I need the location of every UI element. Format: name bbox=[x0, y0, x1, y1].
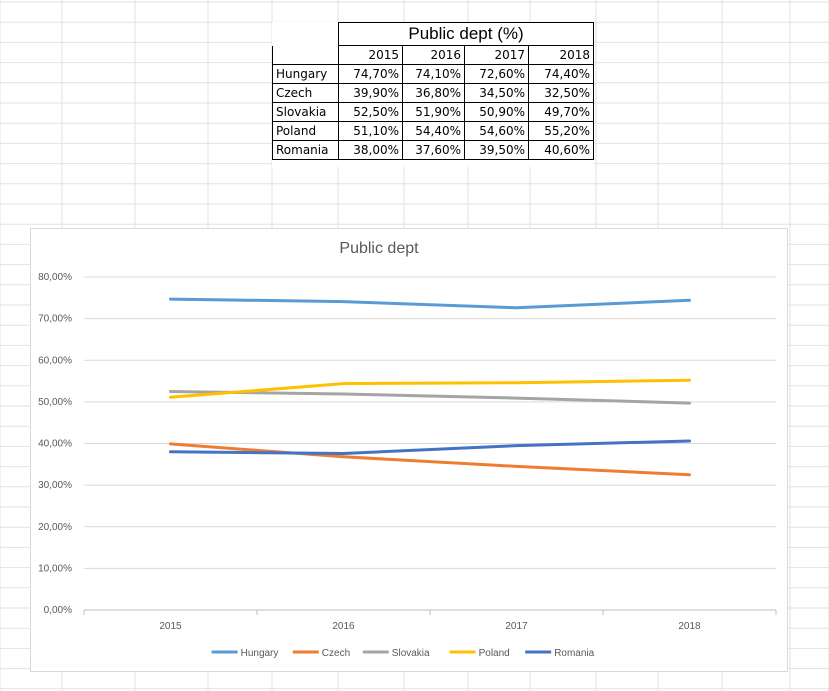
table-row: Poland 51,10% 54,40% 54,60% 55,20% bbox=[272, 121, 595, 141]
cell-value: 51,10% bbox=[338, 121, 403, 141]
cell-value: 32,50% bbox=[527, 83, 595, 103]
cell-value: 34,50% bbox=[464, 83, 529, 103]
row-label: Poland bbox=[272, 121, 339, 141]
row-label: Slovakia bbox=[272, 102, 339, 122]
cell-value: 74,40% bbox=[527, 64, 595, 84]
x-tick-label: 2017 bbox=[505, 621, 528, 632]
cell-value: 38,00% bbox=[338, 140, 403, 160]
legend-label[interactable]: Romania bbox=[554, 648, 594, 659]
table-header-year: 2015 bbox=[338, 45, 403, 65]
x-tick-label: 2015 bbox=[159, 621, 182, 632]
row-label: Hungary bbox=[272, 64, 339, 84]
y-tick-label: 30,00% bbox=[38, 480, 72, 491]
cell-value: 39,50% bbox=[464, 140, 529, 160]
cell-value: 52,50% bbox=[338, 102, 403, 122]
cell-value: 40,60% bbox=[527, 140, 595, 160]
y-tick-label: 10,00% bbox=[38, 563, 72, 574]
series-line-hungary[interactable] bbox=[169, 297, 691, 310]
legend-label[interactable]: Hungary bbox=[241, 648, 279, 659]
y-tick-label: 80,00% bbox=[38, 272, 72, 283]
y-tick-label: 50,00% bbox=[38, 397, 72, 408]
public-debt-table: Public dept (%) 2015 2016 2017 2018 Hung… bbox=[272, 22, 595, 160]
y-tick-label: 70,00% bbox=[38, 314, 72, 325]
row-label: Romania bbox=[272, 140, 339, 160]
cell-value: 74,10% bbox=[402, 64, 465, 84]
series-line-slovakia[interactable] bbox=[169, 390, 691, 405]
cell-value: 55,20% bbox=[527, 121, 595, 141]
table-row: Romania 38,00% 37,60% 39,50% 40,60% bbox=[272, 140, 595, 160]
table-row: Czech 39,90% 36,80% 34,50% 32,50% bbox=[272, 83, 595, 103]
cell-value: 54,40% bbox=[402, 121, 465, 141]
series-line-czech[interactable] bbox=[169, 442, 691, 477]
y-tick-label: 20,00% bbox=[38, 522, 72, 533]
cell-value: 51,90% bbox=[402, 102, 465, 122]
table-title: Public dept (%) bbox=[337, 22, 595, 46]
table-row: Slovakia 52,50% 51,90% 50,90% 49,70% bbox=[272, 102, 595, 122]
cell-value: 37,60% bbox=[402, 140, 465, 160]
y-tick-label: 60,00% bbox=[38, 355, 72, 366]
table-header-year: 2018 bbox=[527, 45, 595, 65]
y-tick-label: 40,00% bbox=[38, 439, 72, 450]
series-line-poland[interactable] bbox=[169, 378, 691, 399]
x-tick-label: 2018 bbox=[678, 621, 701, 632]
cell-value: 50,90% bbox=[464, 102, 529, 122]
cell-value: 74,70% bbox=[338, 64, 403, 84]
legend-label[interactable]: Poland bbox=[479, 648, 510, 659]
data-table-block: Public dept (%) 2015 2016 2017 2018 Hung… bbox=[272, 22, 595, 167]
legend-label[interactable]: Slovakia bbox=[392, 648, 430, 659]
legend-label[interactable]: Czech bbox=[322, 648, 350, 659]
series-line-romania[interactable] bbox=[169, 439, 691, 455]
y-tick-label: 0,00% bbox=[44, 605, 72, 616]
x-tick-label: 2016 bbox=[332, 621, 355, 632]
